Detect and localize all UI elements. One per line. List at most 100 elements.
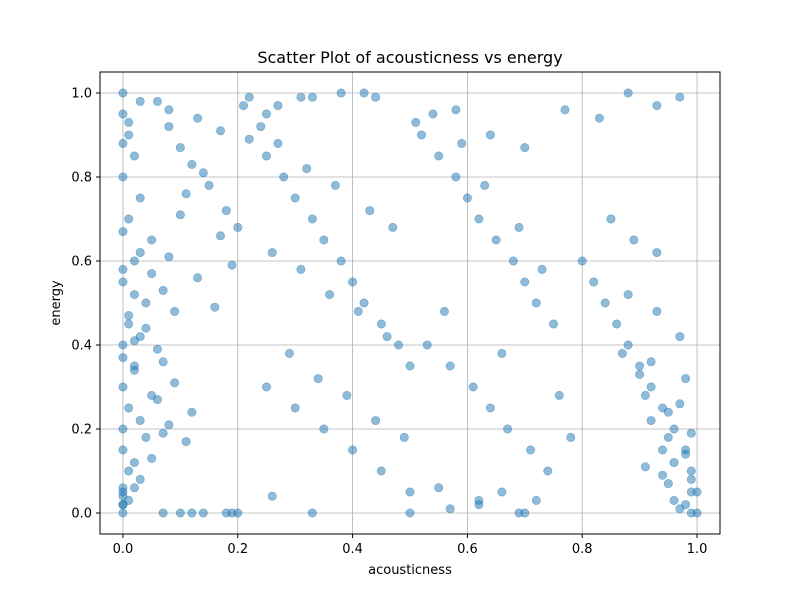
data-point <box>187 407 197 417</box>
data-point <box>474 500 484 510</box>
x-tick-label: 0.8 <box>572 542 593 557</box>
data-point <box>164 420 174 430</box>
data-point <box>124 466 134 476</box>
data-point <box>118 424 128 434</box>
data-point <box>692 508 702 518</box>
data-point <box>118 491 128 501</box>
y-tick-label: 0.8 <box>71 171 92 186</box>
data-point <box>330 180 340 190</box>
data-point <box>124 214 134 224</box>
data-point <box>371 92 381 102</box>
data-point <box>554 390 564 400</box>
data-point <box>216 231 226 241</box>
data-point <box>302 164 312 174</box>
data-point <box>164 122 174 132</box>
data-point <box>256 122 266 132</box>
data-point <box>181 189 191 199</box>
data-point <box>405 361 415 371</box>
data-point <box>531 298 541 308</box>
data-point <box>267 248 277 258</box>
data-point <box>376 319 386 329</box>
data-point <box>118 353 128 363</box>
data-point <box>261 151 271 161</box>
data-point <box>342 390 352 400</box>
data-point <box>480 180 490 190</box>
grid-layer <box>100 72 720 534</box>
data-point <box>175 508 185 518</box>
data-point <box>600 298 610 308</box>
data-point <box>485 130 495 140</box>
data-point <box>284 348 294 358</box>
data-point <box>307 508 317 518</box>
data-point <box>118 277 128 287</box>
data-point <box>675 504 685 514</box>
data-point <box>520 277 530 287</box>
data-point <box>187 508 197 518</box>
data-point <box>170 378 180 388</box>
data-point <box>405 487 415 497</box>
data-point <box>244 92 254 102</box>
data-point <box>371 416 381 426</box>
data-point <box>434 151 444 161</box>
data-point <box>681 374 691 384</box>
data-point <box>646 357 656 367</box>
data-point <box>319 235 329 245</box>
x-tick-label: 0.2 <box>227 542 248 557</box>
data-point <box>669 424 679 434</box>
data-point <box>445 504 455 514</box>
data-point <box>152 344 162 354</box>
data-point <box>348 445 358 455</box>
data-point <box>686 487 696 497</box>
data-point <box>663 479 673 489</box>
data-point <box>164 252 174 262</box>
data-point <box>451 105 461 115</box>
data-point <box>141 323 151 333</box>
y-tick-label: 0.0 <box>71 507 92 522</box>
data-point <box>129 256 139 266</box>
data-point <box>135 416 145 426</box>
y-tick-label: 0.6 <box>71 255 92 270</box>
data-point <box>216 126 226 136</box>
data-point <box>686 428 696 438</box>
data-point <box>497 487 507 497</box>
data-point <box>129 336 139 346</box>
data-point <box>158 508 168 518</box>
data-point <box>290 193 300 203</box>
data-point <box>135 193 145 203</box>
data-point <box>118 109 128 119</box>
data-point <box>319 424 329 434</box>
data-point <box>560 105 570 115</box>
data-point <box>141 298 151 308</box>
data-point <box>158 357 168 367</box>
data-point <box>635 361 645 371</box>
data-point <box>129 483 139 493</box>
data-point <box>164 105 174 115</box>
data-point <box>118 264 128 274</box>
data-point <box>296 264 306 274</box>
data-point <box>640 462 650 472</box>
data-point <box>388 222 398 232</box>
data-point <box>537 264 547 274</box>
data-point <box>175 210 185 220</box>
data-point <box>663 407 673 417</box>
data-point <box>198 508 208 518</box>
data-point <box>497 348 507 358</box>
x-tick-label: 1.0 <box>687 542 708 557</box>
data-point <box>445 361 455 371</box>
x-axis-label: acousticness <box>368 563 452 578</box>
data-point <box>623 290 633 300</box>
data-point <box>129 365 139 375</box>
data-point <box>485 403 495 413</box>
data-point <box>204 180 214 190</box>
data-point <box>336 256 346 266</box>
data-point <box>394 340 404 350</box>
data-point <box>353 306 363 316</box>
data-point <box>457 138 467 148</box>
data-point <box>325 290 335 300</box>
data-point <box>124 403 134 413</box>
data-point <box>382 332 392 342</box>
data-point <box>307 214 317 224</box>
data-point <box>279 172 289 182</box>
